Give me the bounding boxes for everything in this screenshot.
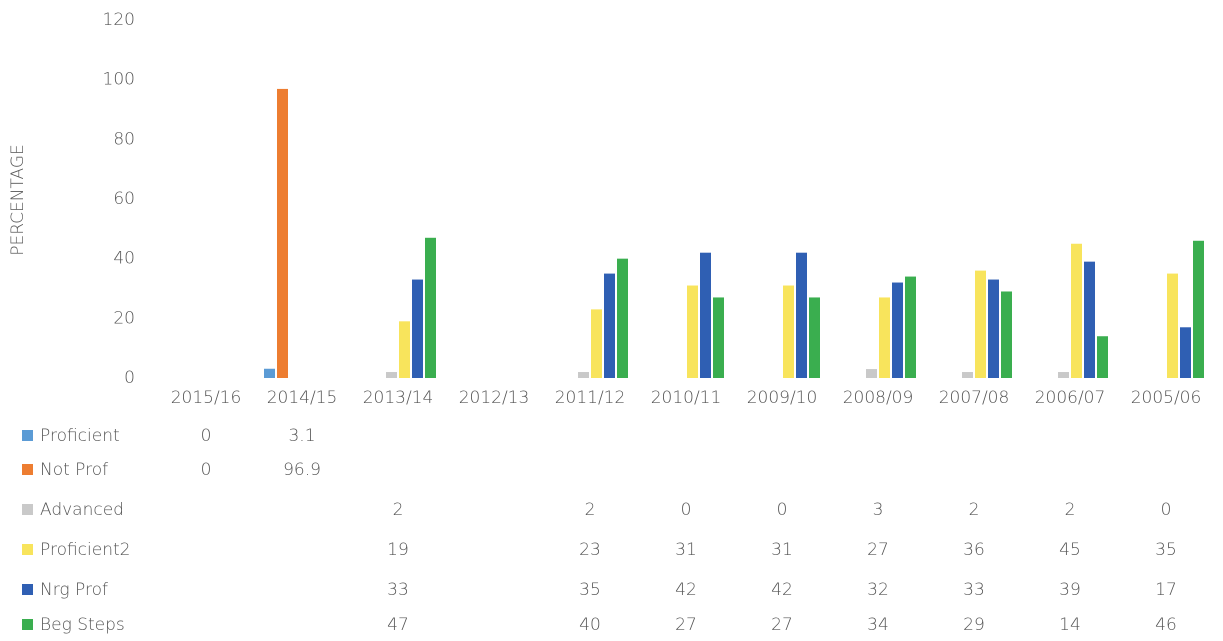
table-value: 27 [867,540,889,560]
bar [687,285,698,378]
table-value: 3.1 [288,426,315,446]
x-tick-label: 2011/12 [555,388,626,408]
bar [1058,372,1069,378]
table-value: 96.9 [283,460,321,480]
legend-swatch [22,504,33,515]
bar [1167,273,1178,378]
bar [783,285,794,378]
table-value: 39 [1059,580,1081,600]
legend-label: Not Prof [40,460,108,480]
x-tick-label: 2006/07 [1035,388,1106,408]
bar [578,372,589,378]
bar [399,321,410,378]
table-value: 46 [1155,615,1177,635]
legend-swatch [22,584,33,595]
x-tick-label: 2015/16 [171,388,242,408]
table-value: 19 [387,540,409,560]
legend-label: Proficient [40,426,120,446]
x-tick-label: 2014/15 [267,388,338,408]
legend-label: Nrg Prof [40,580,108,600]
table-value: 42 [771,580,793,600]
bar [1071,243,1082,378]
bar [713,297,724,378]
y-axis-label: PERCENTAGE [8,144,28,256]
table-value: 40 [579,615,601,635]
table-value: 3 [873,500,884,520]
x-tick-label: 2008/09 [843,388,914,408]
bar [879,297,890,378]
table-value: 31 [675,540,697,560]
bar [796,252,807,378]
table-value: 32 [867,580,889,600]
legend-swatch [22,430,33,441]
y-tick-label: 0 [124,368,135,388]
bar [617,258,628,378]
bar [866,369,877,378]
x-tick-label: 2007/08 [939,388,1010,408]
y-tick-label: 80 [113,129,135,149]
table-value: 0 [777,500,788,520]
bar [591,309,602,378]
table-value: 0 [681,500,692,520]
x-tick-label: 2005/06 [1131,388,1202,408]
bar [264,368,275,378]
table-value: 33 [387,580,409,600]
table-value: 14 [1059,615,1081,635]
bar [604,273,615,378]
x-tick-label: 2012/13 [459,388,530,408]
legend-label: Beg Steps [40,615,125,635]
bar [412,279,423,378]
table-value: 2 [1065,500,1076,520]
bar [1193,240,1204,378]
legend-label: Advanced [40,500,124,520]
y-tick-label: 40 [113,249,135,269]
table-value: 35 [1155,540,1177,560]
y-tick-label: 100 [103,70,135,90]
table-value: 2 [969,500,980,520]
y-tick-label: 20 [113,308,135,328]
table-value: 27 [675,615,697,635]
legend-swatch [22,464,33,475]
table-value: 0 [201,426,212,446]
x-tick-label: 2009/10 [747,388,818,408]
table-value: 2 [393,500,404,520]
table-value: 34 [867,615,889,635]
legend-label: Proficient2 [40,540,130,560]
bar [975,270,986,378]
table-value: 23 [579,540,601,560]
legend-swatch [22,619,33,630]
table-value: 42 [675,580,697,600]
bar [962,372,973,378]
x-tick-label: 2013/14 [363,388,434,408]
bar [1097,336,1108,378]
table-value: 17 [1155,580,1177,600]
bar [905,276,916,378]
table-value: 36 [963,540,985,560]
table-value: 31 [771,540,793,560]
table-value: 35 [579,580,601,600]
bar [892,282,903,378]
bar [809,297,820,378]
bar [1001,291,1012,378]
table-value: 2 [585,500,596,520]
table-value: 29 [963,615,985,635]
table-value: 47 [387,615,409,635]
table-value: 27 [771,615,793,635]
y-tick-label: 120 [103,10,135,30]
bar [1084,261,1095,378]
bar [1180,327,1191,378]
table-value: 0 [1161,500,1172,520]
legend-swatch [22,544,33,555]
bar [700,252,711,378]
x-tick-label: 2010/11 [651,388,722,408]
bar [386,372,397,378]
table-value: 0 [201,460,212,480]
bar [425,237,436,378]
bar [277,88,288,378]
table-value: 33 [963,580,985,600]
y-tick-label: 60 [113,189,135,209]
table-value: 45 [1059,540,1081,560]
bar [988,279,999,378]
